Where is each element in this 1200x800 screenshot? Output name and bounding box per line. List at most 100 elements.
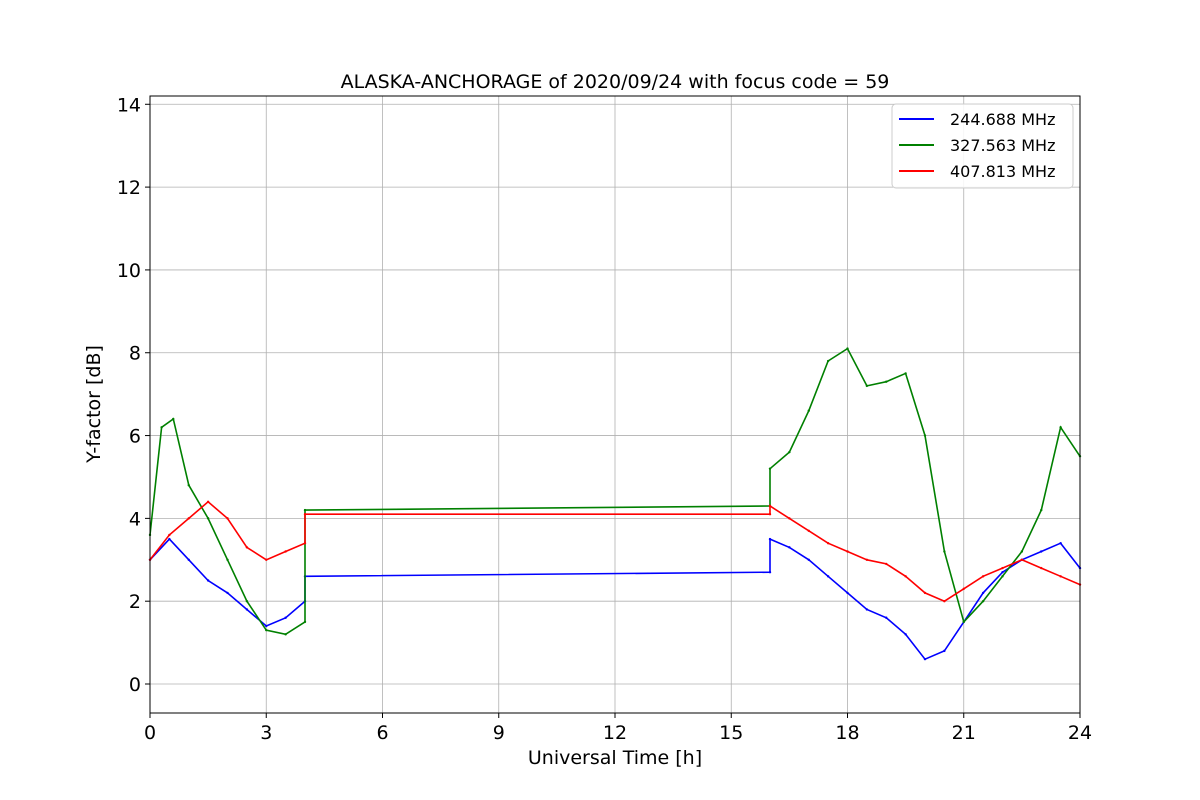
series-3-point [226,517,229,520]
series-1-point [1059,542,1062,545]
series-1-point [226,591,229,595]
series-1-point [943,649,946,653]
series-2-point [1059,426,1062,429]
y-tick-label: 12 [117,177,141,199]
series-3-point [168,533,171,537]
series-3-point [1001,566,1004,570]
y-tick-label: 6 [129,426,141,448]
x-tick-label: 24 [1068,722,1092,744]
chart-title: ALASKA-ANCHORAGE of 2020/09/24 with focu… [341,71,890,93]
y-tick-label: 0 [129,674,141,696]
series-2-point [923,434,927,437]
x-tick-label: 18 [835,722,859,744]
x-tick-label: 0 [144,722,156,744]
series-line-1 [149,537,1081,661]
series-2-point [768,467,772,470]
series-2-point [846,347,849,350]
x-tick-label: 12 [603,722,627,744]
y-axis-label: Y-factor [dB] [83,345,105,464]
x-axis: 0 3 6 9 12 15 18 21 24 [144,713,1092,744]
series-1-point [245,608,249,611]
series-1-point [807,558,810,561]
series-3-point [885,562,888,566]
series-1-point [206,579,210,582]
y-tick-label: 14 [117,94,141,116]
series-2-point [807,409,810,412]
series-2-point [981,599,985,603]
series-3-point [1040,566,1043,570]
series-1-point [768,571,772,574]
series-3-point [206,500,210,504]
legend-box [891,103,1074,189]
series-1-point [265,624,268,628]
y-axis: 0 2 4 6 8 10 12 14 [117,94,150,696]
series-1-point [284,616,287,619]
series-1-point [788,546,791,549]
series-3-point [904,575,907,578]
series-line-3 [149,500,1081,603]
series-2-point [206,517,210,520]
grid [149,96,1081,713]
series-2-point [172,417,175,421]
series-1-point [187,558,190,561]
y-tick-label: 2 [129,591,141,613]
series-2-point [826,359,830,363]
series-3-point [846,550,849,553]
x-tick-label: 6 [376,722,388,744]
series-2-point [865,384,869,388]
series-3-point [807,529,810,532]
legend-label: 244.688 MHz [950,110,1055,129]
plot-area [148,347,1082,661]
series-3-point [962,587,965,590]
legend-label: 407.813 MHz [950,162,1055,181]
series-3-point [943,599,946,603]
series-2-point [962,620,965,624]
series-3-point [187,517,190,520]
x-tick-label: 3 [260,722,272,744]
series-1-point [1001,571,1004,574]
series-3-point [865,558,869,561]
series-2-point [303,508,307,512]
series-2-point [226,558,229,561]
series-2-point [904,372,907,375]
series-3-point [1059,575,1062,578]
y-tick-label: 10 [117,260,141,282]
series-2-point [187,484,190,487]
x-tick-label: 21 [952,722,976,744]
series-1-point [846,591,849,595]
series-1-point [865,608,869,611]
series-2-point [284,633,287,636]
y-tick-label: 8 [129,343,141,365]
series-1-point [904,633,907,636]
series-1-point [1040,550,1043,553]
legend: 244.688 MHz 327.563 MHz 407.813 MHz [891,103,1074,189]
x-tick-label: 15 [719,722,743,744]
series-3-point [284,550,287,553]
series-1-point [923,657,927,661]
series-2-point [303,620,307,624]
series-1-point [885,616,888,619]
y-tick-label: 4 [129,508,141,530]
series-3-point [768,504,772,508]
series-3-point [265,558,268,561]
series-3-point [826,542,830,545]
x-axis-label: Universal Time [h] [528,747,702,769]
series-2-point [245,599,249,603]
series-2-point [265,628,268,632]
series-2-point [1040,508,1043,512]
series-3-point [303,542,307,545]
series-1-point [826,575,830,578]
series-1-point [168,537,171,541]
series-3-point [1020,558,1024,561]
series-3-point [981,575,985,578]
series-3-point [245,546,249,549]
series-3-point [788,517,791,520]
series-1-point [768,537,772,541]
series-2-point [160,426,163,429]
legend-label: 327.563 MHz [950,136,1055,155]
series-3-point [923,591,927,595]
series-2-point [1001,575,1004,578]
series-2-point [1020,550,1024,553]
series-2-point [943,550,946,553]
